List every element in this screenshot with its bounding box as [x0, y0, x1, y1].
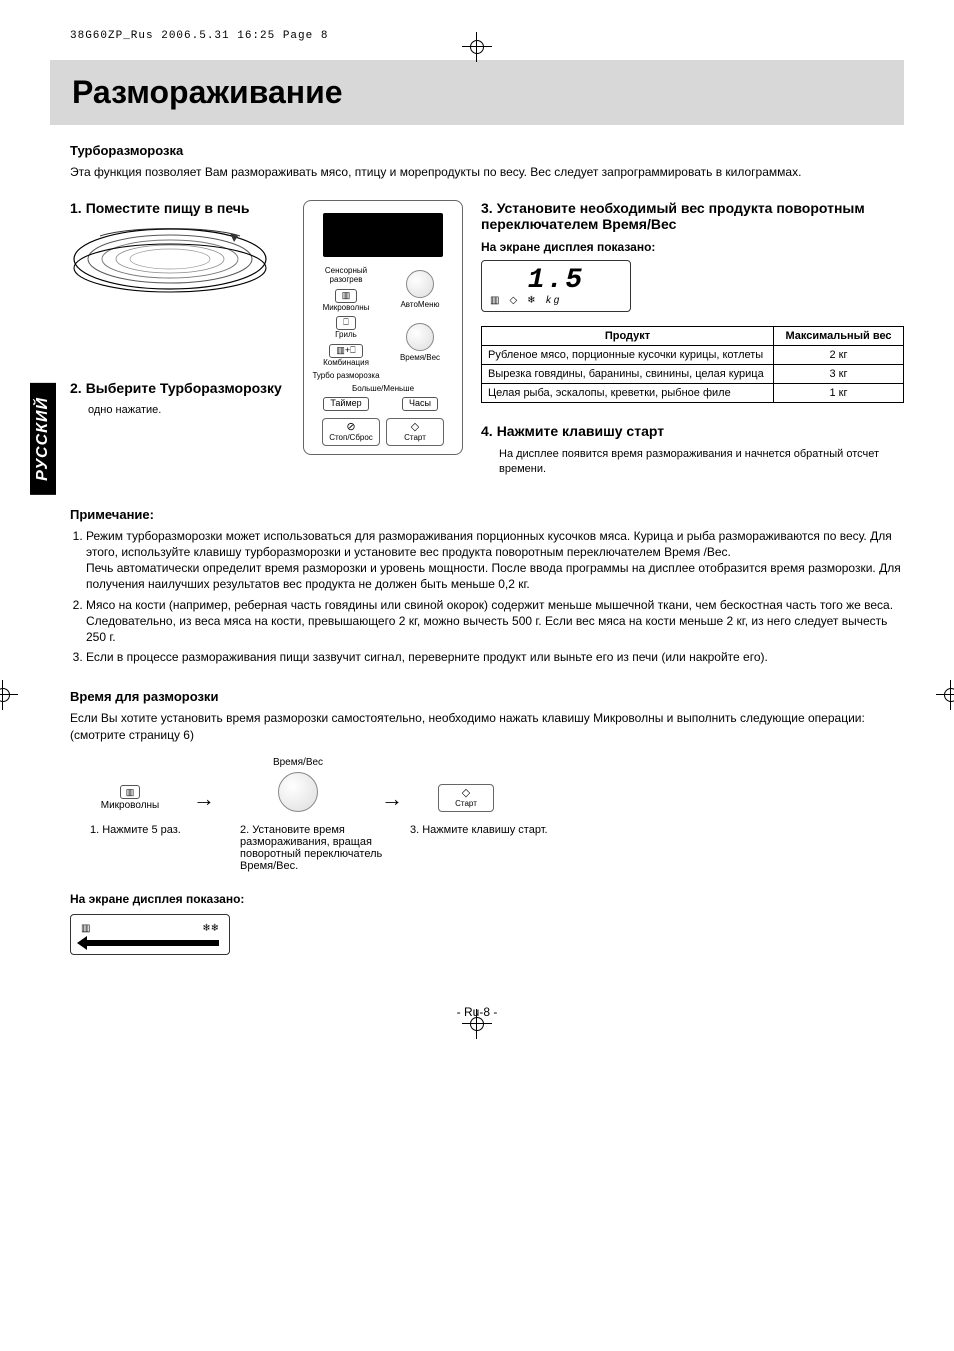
registration-mark-right — [936, 680, 954, 710]
flow-dial-label: Время/Вес — [273, 757, 323, 768]
display-sample: 1.5 ▥◇❄︎kg — [481, 260, 631, 312]
display-sample-2: ▥❄︎❄︎ — [70, 914, 230, 955]
step-4-sub: На дисплее появится время размораживания… — [499, 447, 904, 477]
note-item: Мясо на кости (например, реберная часть … — [86, 597, 904, 646]
arrow-icon: → — [381, 786, 403, 812]
table-row: Вырезка говядины, баранины, свинины, цел… — [482, 365, 904, 384]
control-panel-illustration: Сенсорный разогрев АвтоМеню ▥Микроволны … — [303, 200, 463, 455]
language-tab: РУССКИЙ — [30, 383, 56, 495]
registration-mark-bottom — [462, 1009, 492, 1039]
notes-title: Примечание: — [70, 507, 904, 522]
table-header-product: Продукт — [482, 327, 774, 346]
panel-display — [323, 213, 443, 257]
step-1-title: 1.Поместите пищу в печь — [70, 200, 285, 216]
product-weight-table: Продукт Максимальный вес Рубленое мясо, … — [481, 326, 904, 403]
note-item: Если в процессе размораживания пищи зазв… — [86, 649, 904, 665]
steps-area: 1.Поместите пищу в печь 2.Выберите Турбо… — [70, 200, 904, 477]
display-caption: На экране дисплея показано: — [70, 892, 904, 906]
stop-button-illustration: ⊘Стоп/Сброс — [322, 418, 380, 446]
step-4-title: 4.Нажмите клавишу старт — [481, 423, 904, 439]
registration-mark-left — [0, 680, 18, 710]
time-defrost-title: Время для разморозки — [70, 689, 904, 704]
step-2-title: 2.Выберите Турборазморозку — [70, 380, 285, 396]
step-3-title: 3.Установите необходимый вес продукта по… — [481, 200, 904, 232]
note-item: Режим турборазморозки может использовать… — [86, 528, 904, 593]
flow-caption-3: 3. Нажмите клавишу старт. — [410, 824, 570, 872]
turbo-title: Турборазморозка — [70, 143, 904, 158]
registration-mark-top — [462, 32, 492, 62]
turntable-illustration — [70, 224, 285, 294]
start-button-illustration: ◇Старт — [386, 418, 444, 446]
time-defrost-desc: Если Вы хотите установить время размороз… — [70, 710, 904, 742]
table-row: Рубленое мясо, порционные кусочки курицы… — [482, 346, 904, 365]
step-3-sub: На экране дисплея показано: — [481, 240, 904, 254]
notes-list: Режим турборазморозки может использовать… — [70, 528, 904, 666]
flow-start-button: ◇Старт — [438, 784, 494, 812]
flow-dial — [278, 772, 318, 812]
table-header-weight: Максимальный вес — [774, 327, 904, 346]
flow-caption-1: 1. Нажмите 5 раз. — [90, 824, 230, 872]
flow-micro-button: ▥ Микроволны — [101, 785, 160, 812]
step-2-sub: одно нажатие. — [88, 404, 285, 416]
page-title: Размораживание — [72, 74, 882, 111]
flow-caption-2: 2. Установите время размораживания, вращ… — [240, 824, 400, 872]
page-title-bar: Размораживание — [50, 60, 904, 125]
turbo-description: Эта функция позволяет Вам размораживать … — [70, 164, 904, 180]
arrow-icon: → — [193, 786, 215, 812]
table-row: Целая рыба, эскалопы, креветки, рыбное ф… — [482, 384, 904, 403]
